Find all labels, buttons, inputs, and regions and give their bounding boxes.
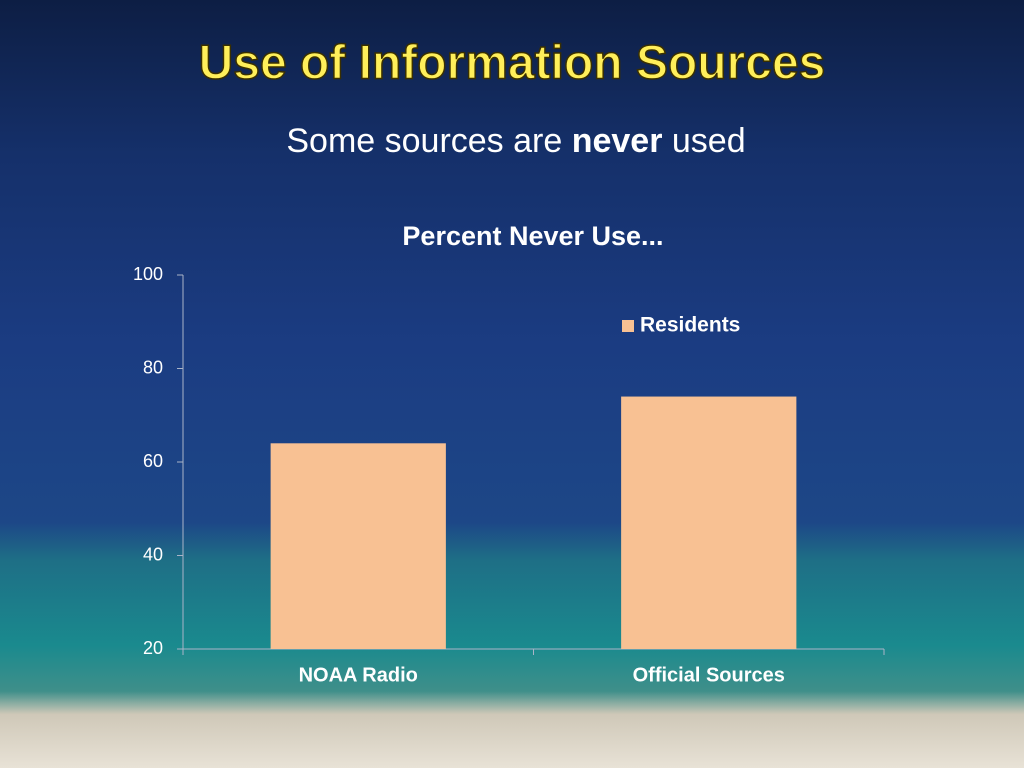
subtitle-emphasis: never (572, 122, 663, 160)
y-tick-label: 100 (133, 264, 163, 284)
subtitle-part: Some sources are (286, 122, 571, 160)
slide-subtitle: Some sources are never used (286, 122, 745, 160)
y-tick-label: 60 (143, 451, 163, 471)
slide-title: Use of Information Sources (199, 37, 826, 90)
x-tick-label: Official Sources (633, 664, 785, 686)
y-tick-label: 80 (143, 357, 163, 377)
chart-title: Percent Never Use... (402, 221, 663, 251)
y-tick-label: 40 (143, 544, 163, 564)
bar (270, 443, 446, 649)
legend-swatch (622, 320, 634, 332)
subtitle-part: used (662, 122, 745, 160)
y-tick-label: 20 (143, 638, 163, 658)
bar (621, 396, 797, 649)
x-tick-label: NOAA Radio (299, 664, 418, 686)
legend-label: Residents (640, 314, 740, 337)
